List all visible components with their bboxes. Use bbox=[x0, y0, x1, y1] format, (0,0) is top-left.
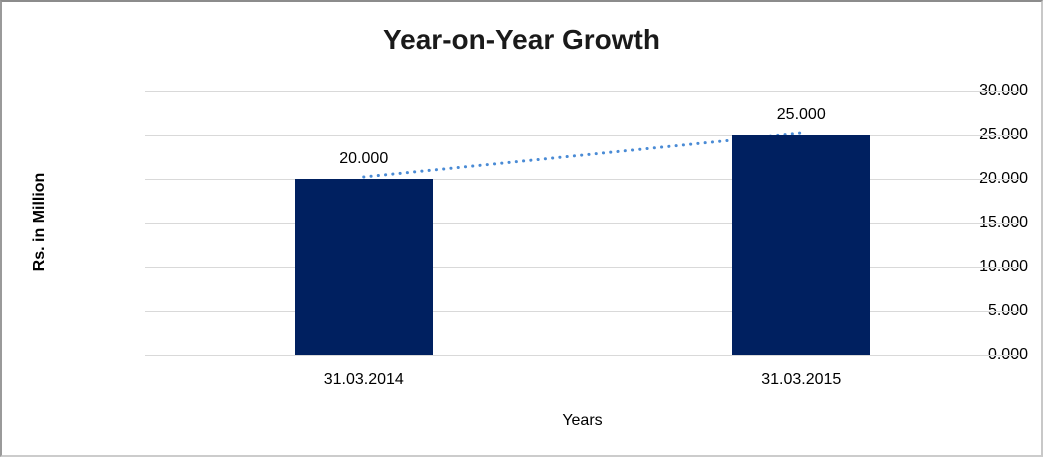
gridline bbox=[145, 222, 1020, 224]
chart-title: Year-on-Year Growth bbox=[383, 24, 660, 55]
plot-area: 20.000 25.000 bbox=[145, 90, 1020, 356]
x-tick-label: 31.03.2014 bbox=[323, 371, 404, 388]
gridline bbox=[145, 90, 1020, 92]
bar-31.03.2015 bbox=[732, 135, 871, 355]
bar-31.03.2014 bbox=[294, 179, 433, 355]
y-axis-title: Rs. in Million bbox=[31, 172, 48, 272]
gridline bbox=[145, 354, 1020, 356]
x-tick-label: 31.03.2015 bbox=[761, 371, 842, 388]
bar-value-label: 20.000 bbox=[339, 150, 389, 167]
gridline bbox=[145, 134, 1020, 136]
bar-value-label: 25.000 bbox=[776, 106, 826, 123]
x-axis-title: Years bbox=[562, 412, 603, 429]
trendline bbox=[362, 131, 803, 179]
gridline bbox=[145, 178, 1020, 180]
gridline bbox=[145, 310, 1020, 312]
gridline bbox=[145, 266, 1020, 268]
